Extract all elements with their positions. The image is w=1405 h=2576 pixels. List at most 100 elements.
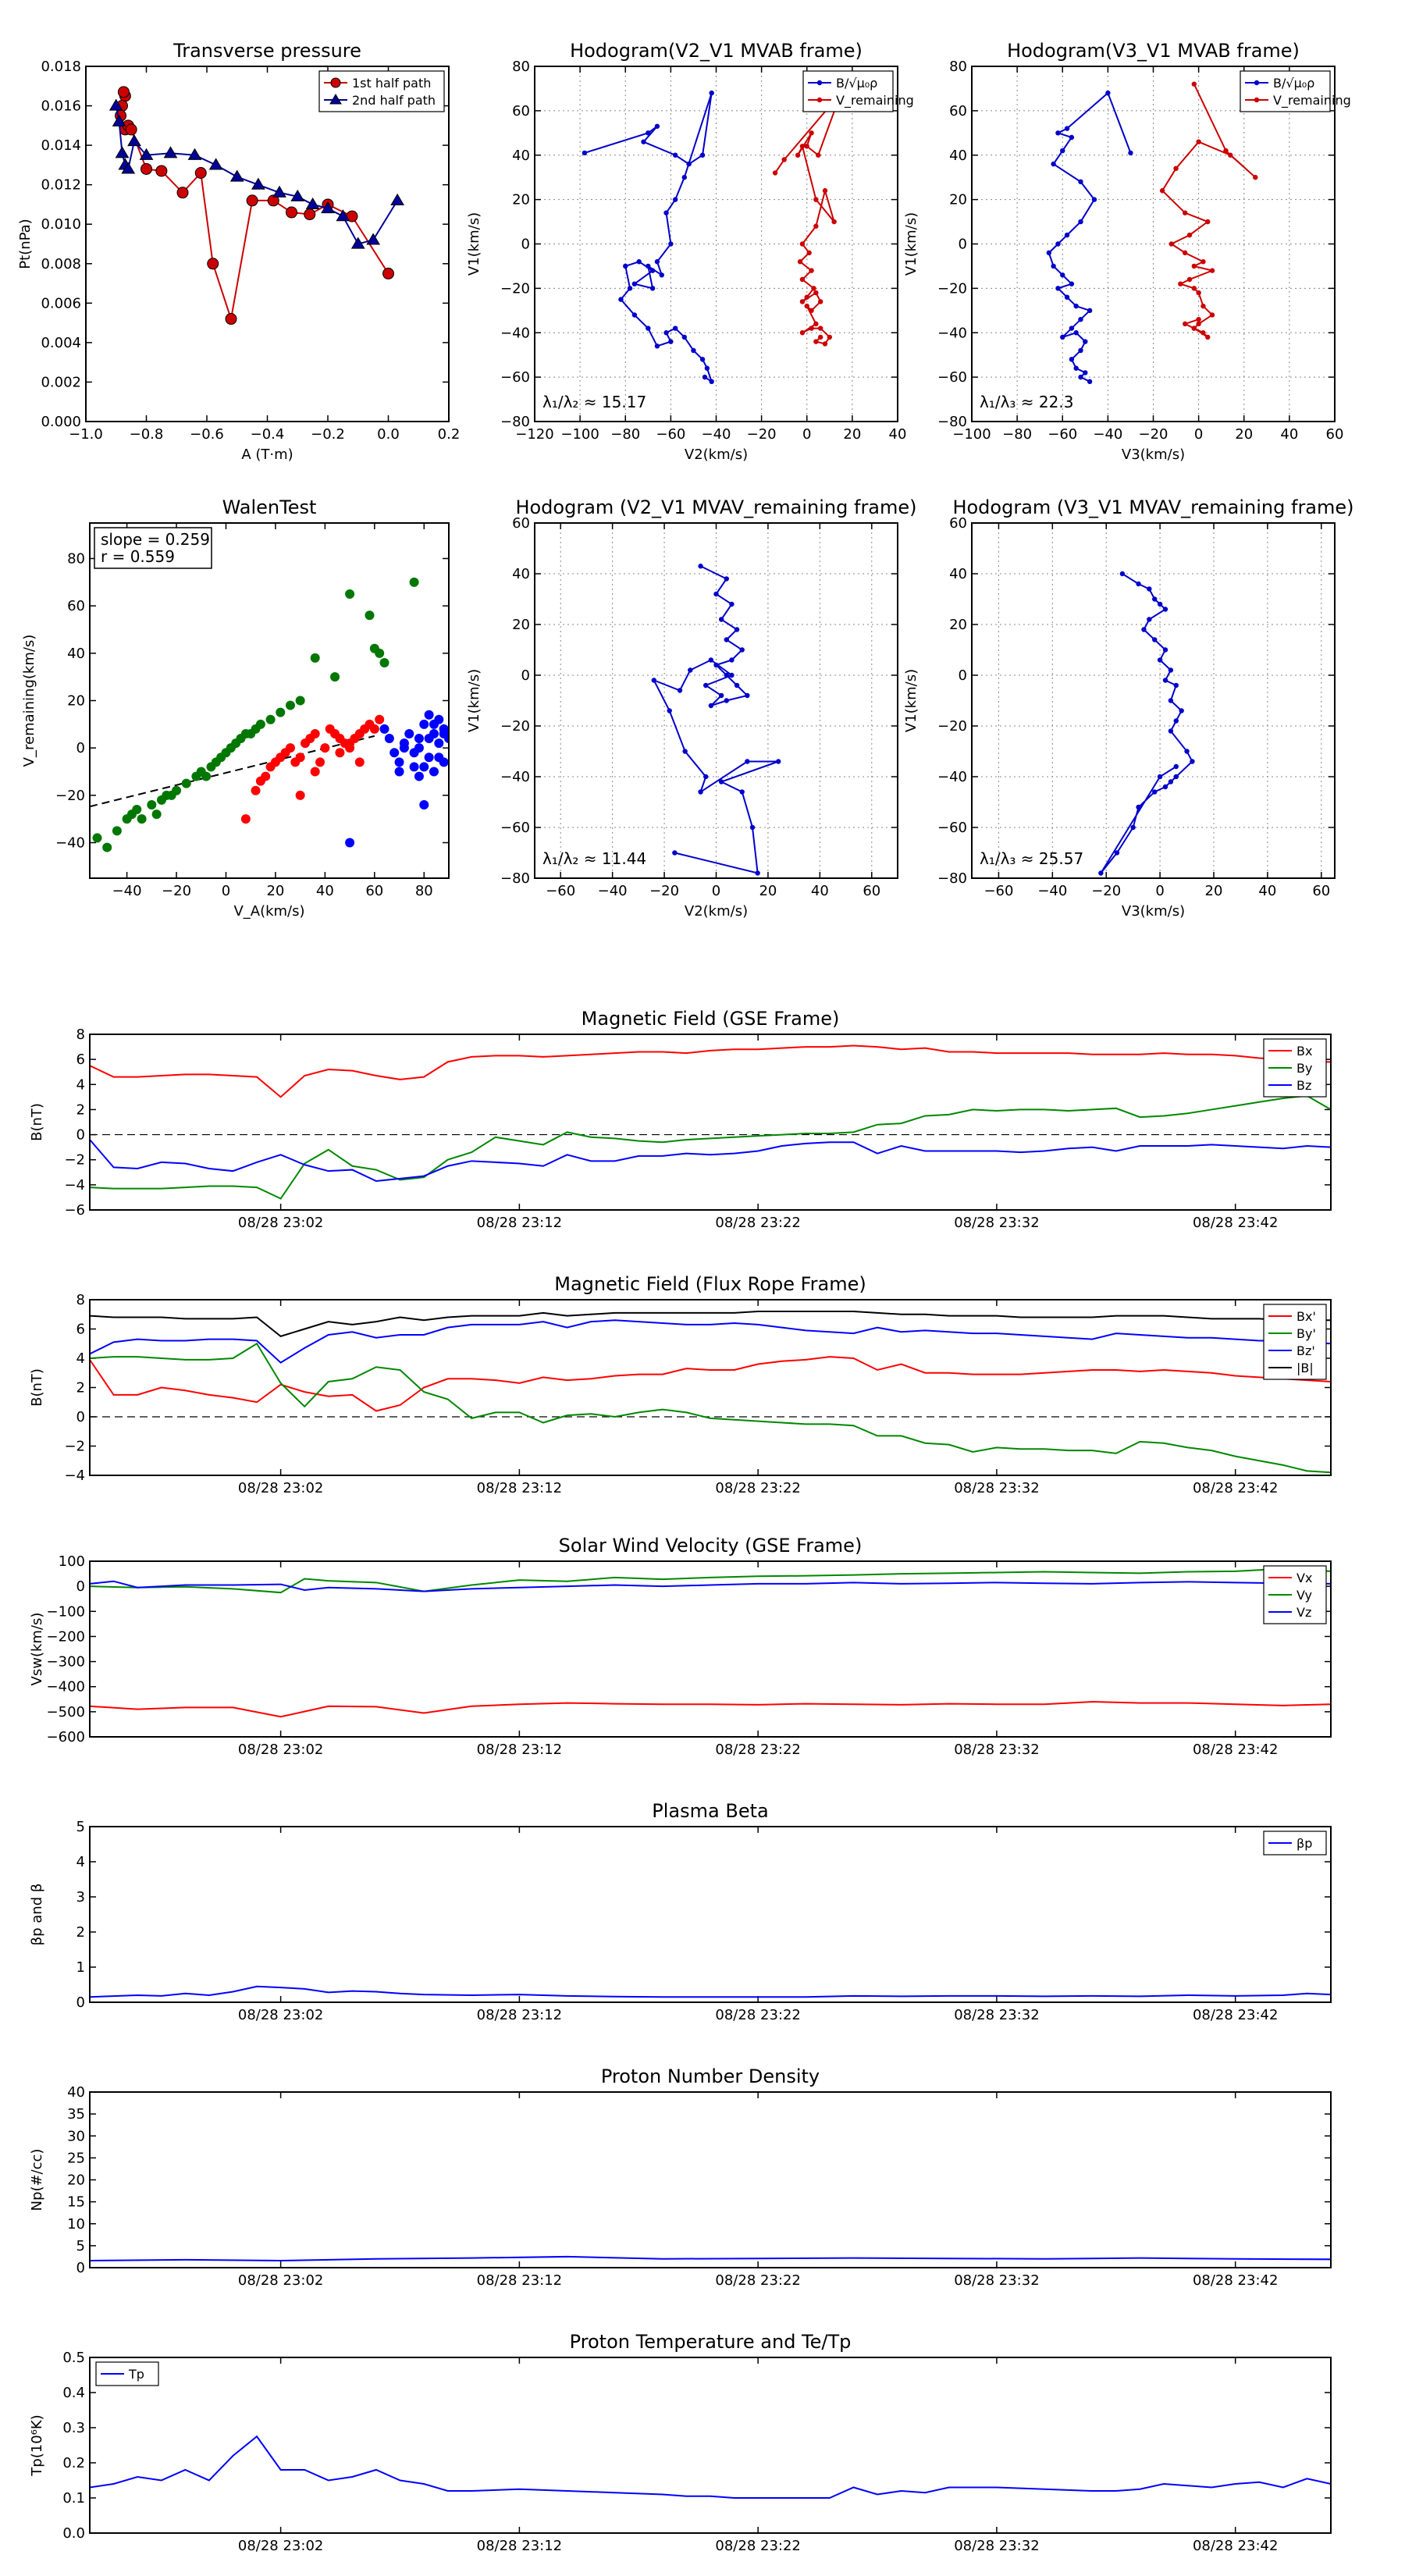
y-tick-label: 0.012 [41, 177, 81, 194]
data-point [813, 339, 819, 344]
data-point [1147, 617, 1152, 622]
x-tick-label: 08/28 23:42 [1193, 1215, 1278, 1231]
data-point [1141, 627, 1147, 632]
data-point [1182, 210, 1188, 215]
y-tick-label: −80 [500, 414, 530, 430]
data-point [1162, 784, 1168, 790]
y-tick-label: 5 [76, 1819, 85, 1835]
y-tick-label: −80 [500, 870, 530, 887]
y-tick-label: 40 [67, 646, 85, 662]
data-point [813, 321, 819, 327]
legend-label: B/√μ₀ρ [1273, 76, 1314, 91]
y-tick-label: 0 [76, 1409, 85, 1425]
data-point [724, 672, 729, 678]
legend-marker [816, 80, 823, 86]
y-tick-label: 0 [76, 2260, 85, 2276]
series-line [90, 1700, 1331, 1718]
data-point [809, 130, 814, 136]
y-tick-label: 0.000 [41, 414, 81, 430]
data-point [739, 647, 745, 653]
x-tick-label: 08/28 23:22 [715, 2007, 800, 2023]
scatter-point [345, 589, 355, 599]
chart-hodo4: −60 −40 −20 0 20 40 60−80−60−40−200204060Hodog… [903, 496, 1354, 920]
y-tick-label: −40 [937, 325, 967, 341]
data-point [672, 326, 678, 331]
data-point [636, 259, 642, 265]
chart-title: Solar Wind Velocity (GSE Frame) [559, 1535, 863, 1557]
x-tick-label: 0.0 [377, 426, 400, 443]
y-tick-label: −60 [500, 820, 530, 836]
scatter-point [369, 724, 379, 734]
data-point [1173, 165, 1179, 172]
y-tick-label: 0 [959, 237, 967, 253]
data-point [631, 312, 638, 318]
data-point [582, 150, 588, 156]
scatter-point [330, 672, 340, 682]
axes-frame [89, 2091, 1332, 2268]
y-tick-label: 0 [76, 740, 85, 756]
data-point [734, 627, 740, 632]
x-axis-label: V3(km/s) [1122, 903, 1185, 920]
x-axis-label: A (T·m) [241, 447, 293, 463]
series-0 [92, 577, 419, 852]
axes-frame [971, 66, 1336, 422]
series-line [90, 1985, 1331, 1998]
scatter-point [345, 838, 355, 848]
y-tick-label: 20 [512, 192, 530, 208]
data-point [729, 657, 735, 663]
series-0 [90, 2255, 1331, 2262]
data-point [627, 286, 633, 291]
y-tick-label: −6 [64, 1202, 85, 1219]
y-tick-label: 6 [76, 1322, 85, 1338]
scatter-point [276, 707, 286, 717]
data-point [246, 194, 258, 207]
x-tick-label: −20 [747, 426, 777, 443]
legend-marker [1254, 80, 1260, 86]
x-tick-label: −0.6 [190, 426, 224, 443]
data-point [691, 347, 696, 354]
legend-box [1240, 70, 1331, 112]
data-point [772, 170, 778, 176]
data-point [290, 189, 305, 201]
data-point [649, 268, 656, 273]
legend-label: βp [1297, 1836, 1312, 1851]
scatter-point [112, 826, 122, 836]
scatter-point [424, 753, 434, 763]
scatter-point [404, 728, 414, 738]
data-point [699, 357, 706, 362]
data-point [1069, 326, 1075, 331]
data-point [799, 299, 806, 304]
chart-title: Magnetic Field (Flux Rope Frame) [554, 1273, 866, 1295]
data-point [672, 850, 678, 856]
x-axis-label: V2(km/s) [685, 447, 748, 463]
scatter-point [320, 743, 330, 753]
y-tick-label: 20 [512, 617, 530, 633]
x-tick-label: −60 [546, 883, 575, 899]
chart-tp: 08/28 23:02 08/28 23:12 08/28 23:22 08/28 2… [29, 2331, 1332, 2554]
data-point [1182, 250, 1188, 256]
y-tick-label: 20 [67, 2172, 85, 2189]
data-point [1168, 667, 1174, 673]
series-line [90, 1139, 1331, 1183]
y-tick-label: 0.5 [62, 2350, 85, 2366]
plot-area [90, 1311, 1331, 1474]
x-tick-label: 08/28 23:02 [238, 2007, 323, 2023]
scatter-point [310, 767, 320, 777]
y-tick-label: 8 [76, 1292, 85, 1308]
data-point [366, 233, 380, 245]
data-point [1152, 596, 1158, 602]
scatter-point [132, 805, 142, 815]
y-axis-label: B(nT) [29, 1368, 45, 1407]
chart-title: WalenTest [222, 496, 317, 518]
scatter-point [240, 814, 251, 824]
data-point [163, 146, 178, 158]
data-point [382, 267, 394, 279]
y-tick-label: 40 [512, 148, 530, 164]
y-tick-label: −40 [500, 769, 530, 785]
scatter-point [409, 762, 419, 772]
axes-frame [89, 522, 450, 879]
legend: 1st half path 2nd half path [318, 70, 445, 112]
data-point [668, 339, 674, 344]
data-point [1055, 130, 1061, 136]
